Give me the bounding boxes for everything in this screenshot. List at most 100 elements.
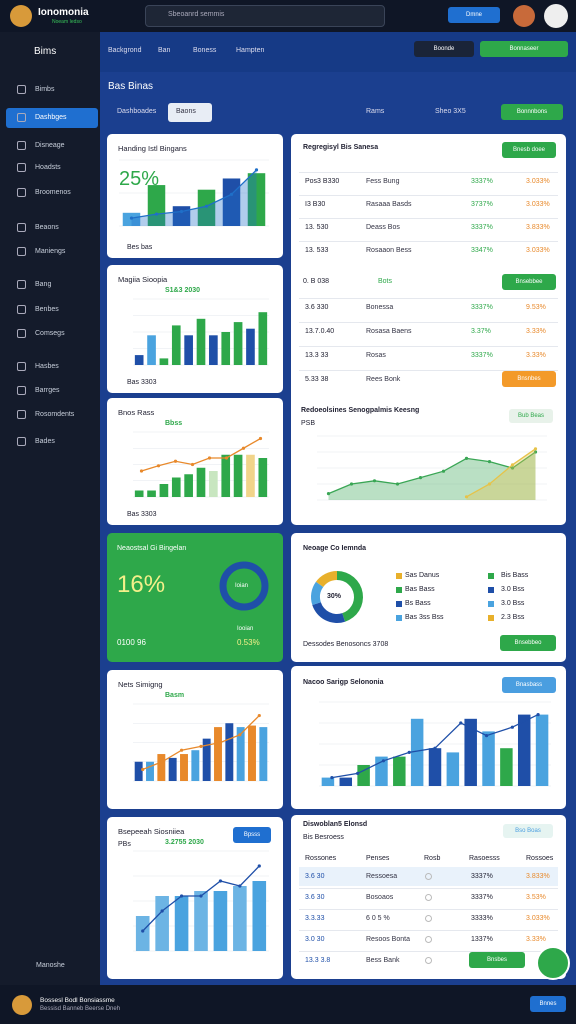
- donut-center: 30%: [327, 593, 342, 600]
- chart: [133, 298, 269, 366]
- nav-item[interactable]: Bades: [6, 432, 98, 452]
- chart: [133, 850, 269, 952]
- nav-item[interactable]: Disneage: [6, 136, 98, 156]
- sidebar-title: Bims: [34, 46, 57, 57]
- footer-button[interactable]: Bnnes: [530, 996, 566, 1012]
- chart: [319, 701, 551, 787]
- nav-item[interactable]: Maniengs: [6, 242, 98, 262]
- nav-item[interactable]: Bang: [6, 275, 98, 295]
- table-button[interactable]: Bnsbes: [469, 952, 525, 968]
- row-line: [299, 172, 558, 173]
- nav-item[interactable]: Rosomdents: [6, 405, 98, 425]
- donut-card: Neoage Co Iemnda 30% Sas Danus Bis Bass Bas …: [291, 533, 566, 662]
- cell: 6 0 5 %: [366, 915, 390, 922]
- bar: [159, 358, 169, 365]
- point: [218, 740, 223, 745]
- table-title: Diswoblan5 Elonsd: [303, 821, 368, 828]
- cell: 3333%: [471, 915, 493, 922]
- donut-title: Neoage Co Iemnda: [303, 545, 367, 552]
- row-icon: [425, 915, 432, 922]
- chat-button[interactable]: [536, 946, 570, 980]
- legend: Bas 3303: [127, 511, 157, 518]
- kpi-foot: Iooian: [237, 626, 254, 632]
- row-icon: [425, 894, 432, 901]
- brand-sub: Noeam Iedso: [52, 19, 82, 25]
- bar: [196, 318, 206, 365]
- profile-2: [544, 4, 568, 28]
- chart-card: Magiia Sioopia S1&3 2030 Bas 3303: [107, 265, 283, 393]
- nav-item[interactable]: Hoadsts: [6, 158, 98, 178]
- nav-label: Hoadsts: [35, 164, 61, 171]
- nav-icon: [17, 280, 26, 289]
- header-button[interactable]: Dmne: [448, 7, 500, 23]
- nav-item[interactable]: Broomenos: [6, 183, 98, 203]
- nav-item[interactable]: Comsegs: [6, 324, 98, 344]
- bar: [155, 896, 169, 951]
- page-button[interactable]: Bonnnbons: [501, 104, 563, 120]
- row-line: [299, 346, 558, 347]
- table-card: Regregisyl Bis Sanesa Bnesb doee Pos3 B330…: [291, 134, 566, 525]
- row-line: [299, 322, 558, 323]
- nav-item[interactable]: Dashbges: [6, 108, 98, 128]
- toolbar-action[interactable]: Bonnaseer: [480, 41, 568, 57]
- table-button[interactable]: Bnsnbes: [502, 371, 556, 387]
- point: [381, 759, 386, 763]
- bar: [233, 886, 247, 951]
- card-button[interactable]: Bpsss: [233, 827, 271, 843]
- nav-label: Maniengs: [35, 248, 66, 255]
- nav-item[interactable]: Bimbs: [6, 80, 98, 100]
- card-button[interactable]: Bnasbass: [502, 677, 556, 693]
- legend: Bes bas: [127, 244, 153, 251]
- toolbar-action[interactable]: Boonde: [414, 41, 474, 57]
- bar: [535, 714, 549, 786]
- bar: [213, 891, 228, 951]
- nav-label: Benbes: [35, 306, 59, 313]
- bar: [134, 355, 144, 365]
- nav-item[interactable]: Beaons: [6, 218, 98, 238]
- bar: [252, 881, 267, 951]
- table-button[interactable]: Bnsebbee: [502, 274, 556, 290]
- point: [218, 879, 223, 883]
- cell: 3.033%: [526, 201, 550, 208]
- nav-icon: [17, 113, 26, 122]
- nav-label: Bimbs: [35, 86, 55, 93]
- bar: [147, 185, 166, 226]
- filter-chip[interactable]: [168, 103, 212, 122]
- point: [372, 479, 377, 483]
- cell: 3.3.33: [305, 915, 325, 922]
- nav-item[interactable]: Benbes: [6, 300, 98, 320]
- row: [299, 909, 558, 928]
- table-button[interactable]: Bnesb doee: [502, 142, 556, 158]
- row-line: [299, 195, 558, 196]
- search-box[interactable]: [145, 5, 385, 27]
- nav-icon: [17, 410, 26, 419]
- cell: 13. 533: [305, 247, 329, 254]
- cell: Rosas: [366, 352, 386, 359]
- bar: [209, 471, 218, 497]
- donut-button[interactable]: Bnsebbeo: [500, 635, 556, 651]
- chart-card: Handing Istl Bingans 25% Bes bas: [107, 134, 283, 258]
- point: [160, 760, 164, 764]
- nav-label: Broomenos: [35, 189, 71, 196]
- line: [466, 448, 536, 498]
- bar: [196, 467, 206, 497]
- point: [536, 713, 540, 717]
- bar: [236, 727, 245, 781]
- footer-user: Bossesl Bodl Bonsiassme: [40, 997, 115, 1004]
- nav-label: Hasbes: [35, 363, 59, 370]
- area-fill: [466, 448, 536, 500]
- bar: [157, 754, 166, 781]
- legend-swatch: [488, 615, 494, 621]
- ring: [219, 561, 269, 611]
- cell: 13.7.0.40: [305, 328, 335, 335]
- cell: 3.033%: [526, 178, 550, 185]
- point: [418, 476, 423, 480]
- nav-item[interactable]: Barrges: [6, 381, 98, 401]
- page-title: Bas Binas: [108, 81, 154, 92]
- tab: Ban: [158, 47, 171, 54]
- nav-item[interactable]: Hasbes: [6, 357, 98, 377]
- nav-icon: [17, 305, 26, 314]
- legend-value: 3.0 Bss: [501, 586, 525, 593]
- point: [258, 436, 263, 441]
- cell: 3.53%: [526, 894, 546, 901]
